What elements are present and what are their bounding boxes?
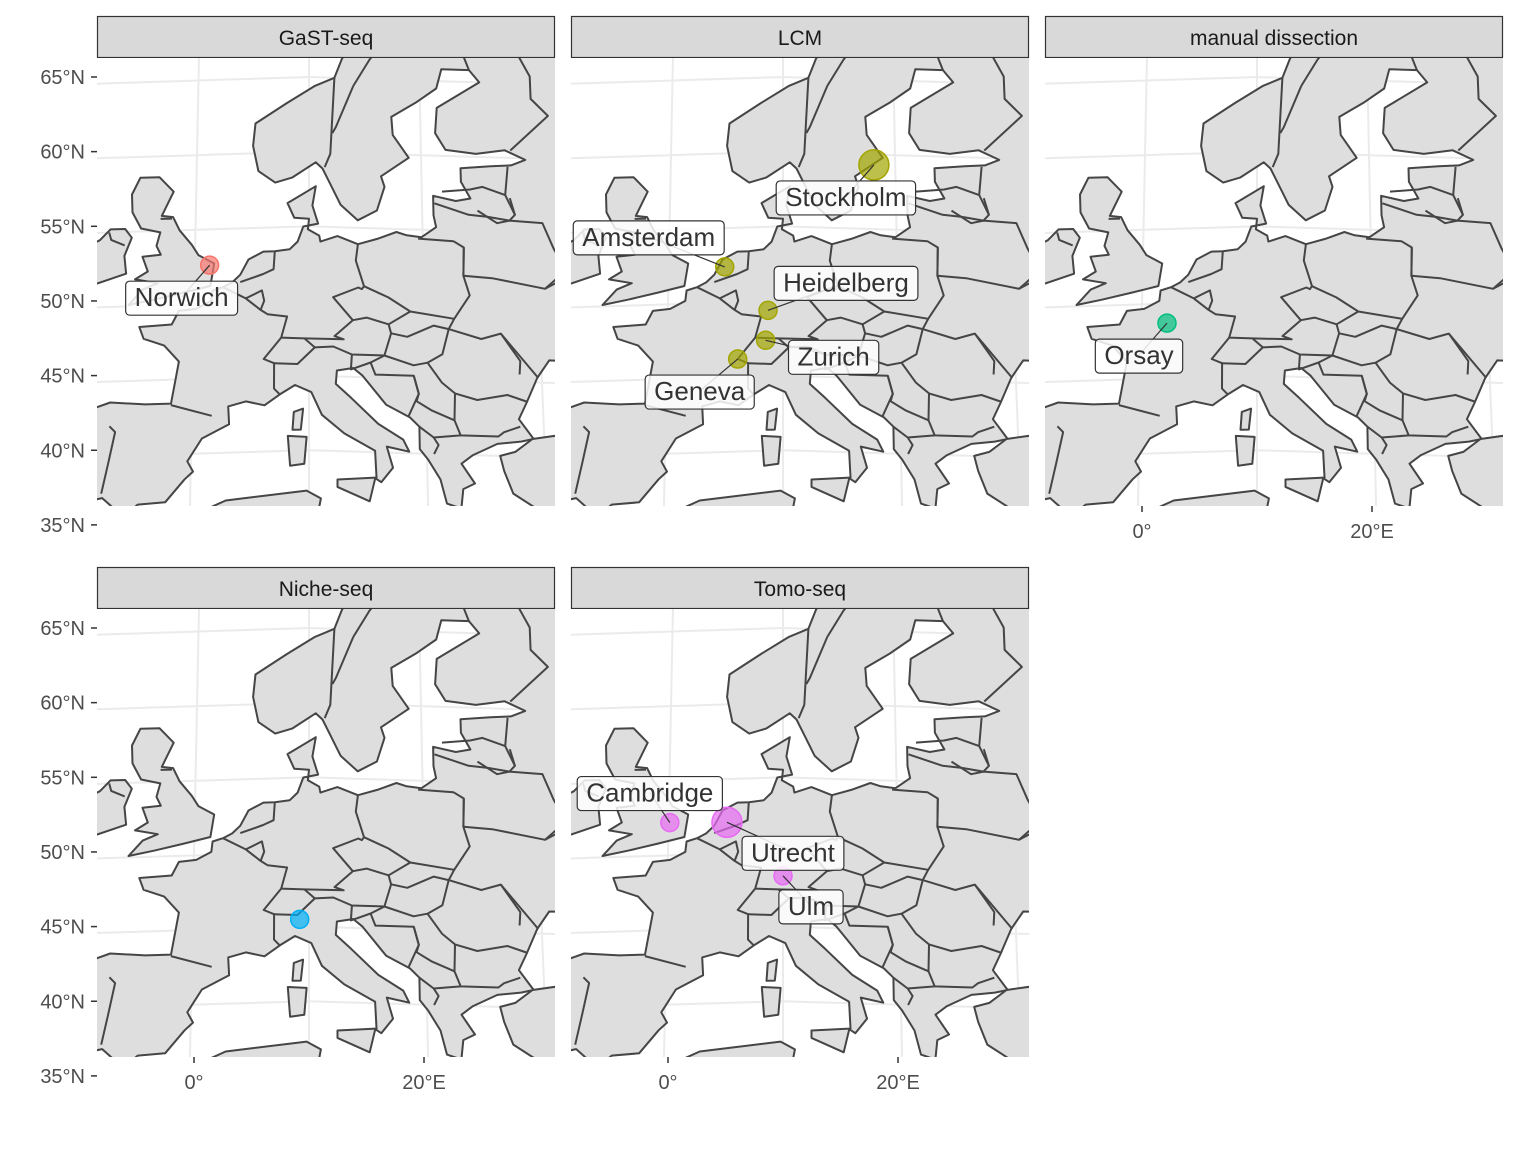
parallel-line [0, 2, 745, 16]
city-label-text: Amsterdam [582, 222, 715, 252]
country-shape [767, 409, 778, 430]
y-tick-label: 40°N [40, 440, 85, 462]
country-shape [1418, 525, 1452, 530]
country-shape [293, 409, 304, 430]
y-tick-label: 55°N [40, 216, 85, 238]
y-tick-label: 60°N [40, 142, 85, 164]
country-shape [470, 1076, 504, 1081]
y-tick-label: 45°N [40, 917, 85, 939]
y-tick-label: 35°N [40, 515, 85, 537]
facet-title: LCM [778, 27, 822, 50]
city-label-text: Geneva [654, 376, 746, 406]
y-tick-label: 65°N [40, 67, 85, 89]
city-label-text: Ulm [788, 891, 834, 921]
parallel-line [779, 525, 1536, 539]
country-shape [1241, 409, 1252, 430]
country-shape [1025, 229, 1080, 284]
y-axis: 35°N 40°N 45°N 50°N 55°N 60°N 65°N [40, 67, 97, 537]
country-shape [944, 1076, 978, 1081]
city-label-text: Zurich [798, 341, 870, 371]
y-tick-label: 60°N [40, 693, 85, 715]
x-axis: 0° 20°E [658, 1057, 919, 1094]
country-shape [767, 960, 778, 981]
city-label-text: Utrecht [751, 837, 836, 867]
city-label-text: Orsay [1104, 340, 1173, 370]
x-tick-label: 0° [658, 1072, 677, 1094]
city-point[interactable] [291, 910, 309, 928]
x-tick-label: 20°E [1350, 521, 1394, 543]
facet-title: GaST-seq [279, 27, 374, 50]
y-tick-label: 65°N [40, 618, 85, 640]
y-tick-label: 50°N [40, 291, 85, 313]
y-axis: 35°N 40°N 45°N 50°N 55°N 60°N 65°N [40, 618, 97, 1088]
parallel-line [821, 2, 1536, 16]
x-tick-label: 20°E [876, 1072, 920, 1094]
y-tick-label: 35°N [40, 1066, 85, 1088]
x-axis: 0° 20°E [1132, 506, 1393, 543]
x-axis: 0° 20°E [184, 1057, 445, 1094]
city-label-text: Heidelberg [783, 267, 909, 297]
country-border [1019, 824, 1128, 868]
parallel-line [305, 525, 1261, 539]
y-tick-label: 45°N [40, 366, 85, 388]
facet-title: manual dissection [1190, 27, 1358, 50]
x-tick-label: 0° [184, 1072, 203, 1094]
country-shape [516, 1042, 1088, 1152]
country-shape [762, 436, 781, 466]
facet-title: Niche-seq [279, 578, 374, 601]
country-shape [288, 987, 307, 1017]
country-shape [288, 436, 307, 466]
x-tick-label: 0° [1132, 521, 1151, 543]
parallel-line [0, 553, 745, 567]
y-tick-label: 50°N [40, 842, 85, 864]
parallel-line [347, 2, 1219, 16]
city-label-text: Cambridge [586, 778, 713, 808]
y-tick-label: 40°N [40, 991, 85, 1013]
x-tick-label: 20°E [402, 1072, 446, 1094]
country-shape [1236, 436, 1255, 466]
country-shape [990, 491, 1536, 639]
country-shape [293, 960, 304, 981]
country-shape [762, 987, 781, 1017]
parallel-line [305, 1076, 1261, 1090]
city-label-text: Stockholm [785, 182, 906, 212]
meridian-line [1108, 534, 1146, 1152]
facet-title: Tomo-seq [754, 578, 846, 601]
parallel-line [0, 525, 787, 539]
parallel-line [347, 553, 1219, 567]
country-shape [470, 525, 504, 530]
country-shape [42, 1042, 614, 1152]
country-shape [944, 525, 978, 530]
y-tick-label: 55°N [40, 767, 85, 789]
city-label-text: Norwich [135, 282, 229, 312]
